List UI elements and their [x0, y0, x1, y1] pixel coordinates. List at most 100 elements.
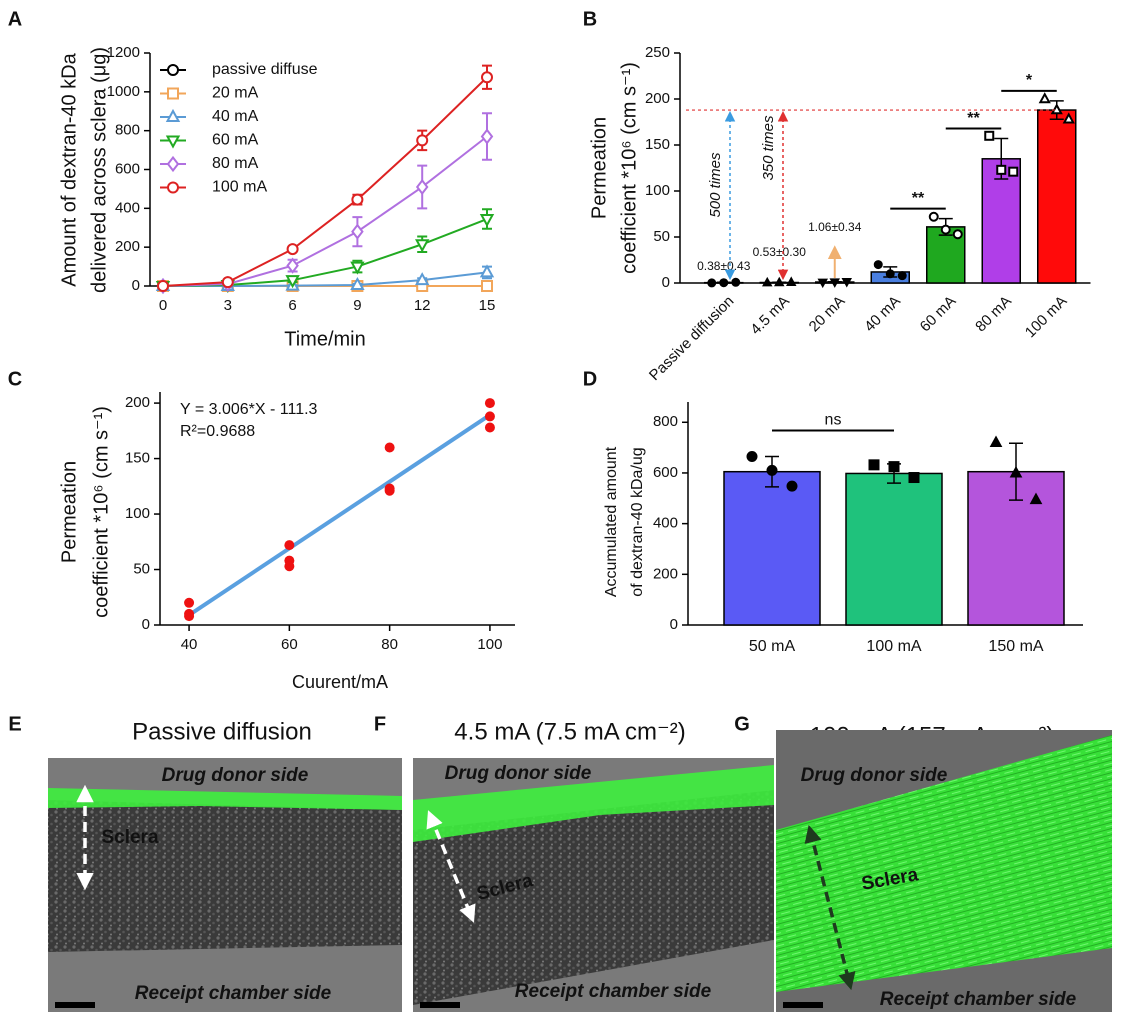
data-point [940, 224, 951, 235]
x-tick-label: 100 mA [866, 638, 921, 655]
y-tick-label: 50 [653, 228, 670, 245]
data-point [284, 561, 295, 572]
data-point [479, 214, 495, 228]
value-label: 1.06±0.34 [808, 220, 862, 234]
data-point [484, 411, 495, 422]
data-point [286, 257, 299, 274]
bar [723, 470, 821, 626]
image-label: Sclera [101, 827, 158, 848]
significance-label: ns [825, 412, 842, 429]
y-axis-label: Permeation [58, 461, 80, 563]
y-tick-label: 0 [132, 277, 140, 294]
x-tick-label: 20 mA [806, 293, 849, 336]
x-tick-label: 3 [224, 297, 232, 314]
data-point [384, 485, 395, 496]
depth-arrow [804, 824, 856, 991]
y-axis-label: delivered across sclera (μg) [88, 47, 110, 293]
scale-bar [55, 1002, 95, 1008]
y-tick-label: 0 [662, 274, 670, 291]
data-point [786, 276, 797, 286]
panel-letter: D [583, 368, 597, 390]
fit-line [187, 413, 492, 617]
data-point [1009, 465, 1023, 478]
panel-letter: E [8, 713, 21, 735]
data-point [157, 280, 169, 292]
y-tick-label: 150 [125, 450, 150, 467]
data-point [868, 459, 880, 471]
x-tick-label: 100 [477, 636, 502, 653]
legend-marker [165, 135, 181, 149]
x-tick-label: 40 [181, 636, 198, 653]
x-axis-label: Cuurent/mA [292, 672, 388, 692]
image-title: Passive diffusion [132, 718, 312, 745]
x-tick-label: 40 mA [861, 293, 904, 336]
x-tick-label: 15 [479, 297, 496, 314]
data-point [817, 278, 828, 289]
data-point [984, 130, 995, 141]
value-label: 0.53±0.30 [753, 245, 807, 259]
data-point [221, 276, 234, 289]
data-point [184, 597, 195, 608]
x-tick-label: 12 [414, 297, 431, 314]
value-label: 0.38±0.43 [697, 259, 751, 273]
data-point [350, 261, 365, 275]
legend-label: passive diffuse [212, 61, 318, 78]
y-tick-label: 100 [645, 182, 670, 199]
y-tick-label: 800 [653, 413, 678, 430]
legend-marker [167, 181, 179, 194]
data-point [350, 276, 365, 291]
data-point [286, 243, 299, 256]
bar [1037, 109, 1077, 284]
data-point [1029, 492, 1043, 505]
bar [845, 472, 943, 626]
x-tick-label: 4.5 mA [747, 293, 793, 339]
x-tick-label: 100 mA [1022, 293, 1071, 342]
x-tick-label: 60 mA [917, 293, 960, 336]
data-point [897, 271, 907, 281]
x-tick-label: 50 mA [749, 638, 796, 655]
data-point [841, 278, 852, 288]
y-axis-label: coefficient *10⁶ (cm s⁻¹) [90, 406, 112, 618]
x-tick-label: 0 [159, 297, 167, 314]
data-point [1062, 112, 1075, 124]
panel-letter: C [8, 368, 22, 390]
data-point [928, 211, 939, 222]
data-point [184, 611, 195, 622]
depth-arrow [426, 810, 476, 923]
data-point [766, 464, 778, 476]
data-point [285, 275, 300, 289]
data-point [989, 435, 1003, 448]
series-line [162, 76, 488, 287]
legend-marker [167, 87, 179, 100]
scale-bar [420, 1002, 460, 1008]
y-axis-label: coefficient *10⁶ (cm s⁻¹) [618, 62, 640, 274]
y-tick-label: 1000 [107, 83, 140, 100]
image-label: Drug donor side [801, 765, 948, 786]
data-point [885, 269, 895, 279]
data-point [479, 264, 495, 278]
legend-marker [165, 108, 181, 122]
y-tick-label: 200 [125, 394, 150, 411]
sclera-tissue [776, 735, 1112, 992]
image-label: Drug donor side [445, 763, 592, 784]
data-point [762, 276, 773, 287]
y-tick-label: 600 [115, 160, 140, 177]
data-point [786, 480, 798, 492]
legend-label: 80 mA [212, 155, 259, 172]
x-tick-label: 150 mA [988, 638, 1043, 655]
y-tick-label: 800 [115, 122, 140, 139]
y-axis-label: of dextran-40 kDa/ug [629, 447, 646, 596]
y-tick-label: 100 [125, 505, 150, 522]
data-point [481, 71, 493, 84]
data-point [351, 193, 364, 206]
significance-label: * [1026, 72, 1033, 89]
x-axis-label: Time/min [284, 328, 365, 350]
image-label: Drug donor side [162, 765, 309, 786]
y-tick-label: 1200 [107, 44, 140, 61]
y-tick-label: 200 [653, 565, 678, 582]
legend-marker [166, 155, 180, 173]
image-label: Receipt chamber side [880, 989, 1077, 1010]
image-title: 4.5 mA (7.5 mA cm⁻²) [454, 718, 685, 745]
